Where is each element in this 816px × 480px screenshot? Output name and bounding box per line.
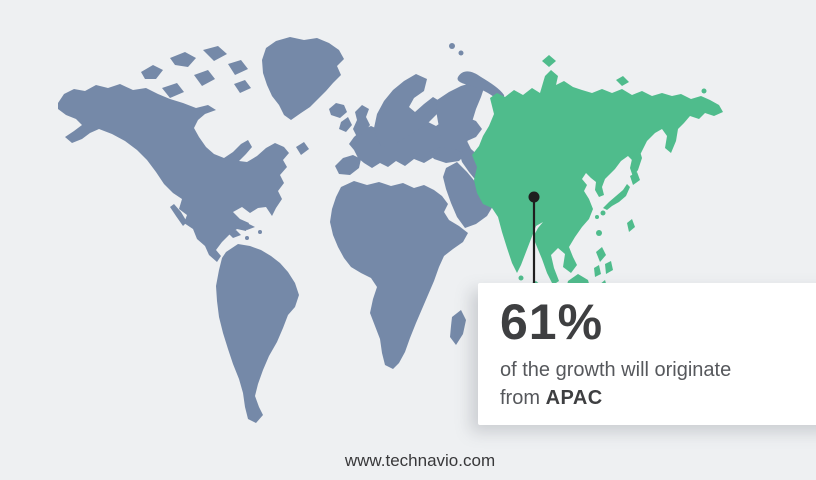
caribbean-island <box>258 230 262 234</box>
region-hainan <box>596 230 602 236</box>
arctic-island <box>228 60 248 75</box>
stat-description: of the growth will originate from APAC <box>500 356 816 413</box>
arctic-island <box>234 80 251 93</box>
svalbard-island <box>458 50 464 56</box>
marker-dot <box>528 191 540 203</box>
stat-description-line2-prefix: from <box>500 387 546 410</box>
region-sakhalin <box>630 148 642 177</box>
region-baja-california <box>170 204 187 226</box>
region-newfoundland <box>296 142 309 155</box>
siberian-island <box>542 55 556 67</box>
arctic-island <box>203 46 227 61</box>
region-taiwan <box>627 219 635 232</box>
caribbean-island <box>245 236 249 240</box>
region-united-kingdom <box>353 105 370 137</box>
caribbean-island <box>228 230 241 238</box>
region-western-russia <box>436 82 485 152</box>
stat-description-line1: of the growth will originate <box>500 359 732 381</box>
region-africa <box>330 181 468 369</box>
region-greenland <box>262 37 344 120</box>
map-marker <box>528 191 540 288</box>
arctic-island <box>170 52 196 67</box>
arctic-island <box>141 65 163 79</box>
apac-region-group <box>472 55 723 317</box>
region-japan-kyushu <box>600 210 606 216</box>
region-south-america <box>216 244 299 423</box>
region-japan-honshu <box>603 184 630 210</box>
region-japan-hokkaido <box>630 172 640 185</box>
siberian-island <box>701 88 707 94</box>
region-ireland <box>339 117 352 132</box>
region-japan-kyushu <box>595 215 599 219</box>
region-north-america <box>58 84 289 262</box>
siberian-island <box>616 76 629 86</box>
footer-url: www.technavio.com <box>344 451 496 470</box>
region-sri-lanka <box>518 275 524 281</box>
region-iberia <box>335 155 361 175</box>
svalbard-island <box>449 43 455 49</box>
stat-value: 61% <box>500 294 604 350</box>
region-asia-apac <box>472 70 723 285</box>
region-turkey <box>428 147 466 163</box>
philippines-island <box>594 265 601 277</box>
philippines-island <box>596 247 606 262</box>
stat-callout: 61% of the growth will originate from AP… <box>478 283 816 425</box>
stat-region-label: APAC <box>545 387 603 410</box>
region-arabia <box>443 162 493 228</box>
region-novaya-zemlya <box>457 71 505 100</box>
arctic-island <box>162 83 184 98</box>
region-scandinavia <box>374 74 441 147</box>
philippines-island <box>605 261 613 274</box>
default-regions <box>58 37 505 423</box>
caribbean-island <box>237 223 255 230</box>
arctic-island <box>194 70 215 86</box>
region-madagascar <box>450 310 466 345</box>
region-iceland <box>329 103 347 118</box>
